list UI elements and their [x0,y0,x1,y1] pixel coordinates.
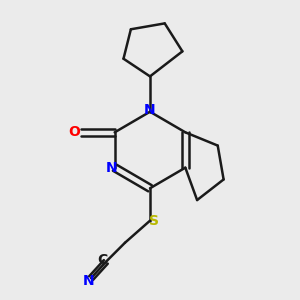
Text: O: O [68,125,80,139]
Text: N: N [82,274,94,288]
Text: N: N [144,103,156,117]
Text: S: S [149,214,159,228]
Text: C: C [97,254,107,267]
Text: N: N [105,161,117,175]
